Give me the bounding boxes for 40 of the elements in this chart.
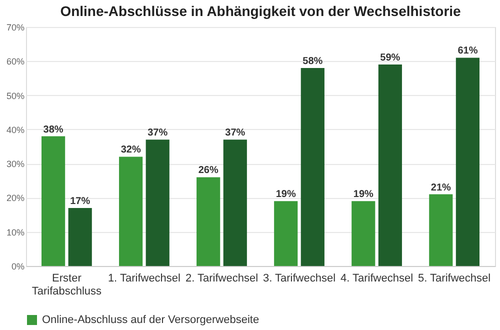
y-tick-label: 20% bbox=[6, 193, 24, 204]
x-tick-label: 3. Tarifwechsel bbox=[262, 272, 336, 284]
bar bbox=[429, 194, 453, 266]
bar bbox=[42, 136, 66, 266]
data-label: 26% bbox=[198, 165, 218, 176]
bar bbox=[223, 140, 247, 266]
bar bbox=[352, 201, 376, 266]
x-tick-label: Erster Tarifabschluss bbox=[32, 272, 102, 298]
data-label: 37% bbox=[225, 128, 246, 139]
bar bbox=[378, 64, 402, 266]
x-tick-label: 2. Tarifwechsel bbox=[185, 272, 258, 284]
bar bbox=[119, 156, 143, 266]
y-tick-label: 30% bbox=[6, 159, 24, 170]
x-tick-label: 4. Tarifwechsel bbox=[340, 272, 414, 284]
bar bbox=[274, 201, 298, 266]
bar bbox=[196, 177, 220, 266]
data-label: 61% bbox=[458, 46, 478, 57]
y-tick-label: 10% bbox=[6, 227, 24, 238]
data-label: 19% bbox=[353, 189, 374, 200]
chart-title: Online-Abschlüsse in Abhängigkeit von der Wechselhistorie bbox=[60, 3, 462, 19]
y-tick-label: 50% bbox=[6, 90, 24, 101]
bar bbox=[68, 208, 92, 266]
legend-label: Online-Abschluss auf der Versorgerwebseite bbox=[42, 314, 260, 326]
y-tick-label: 0% bbox=[11, 262, 24, 272]
data-label: 59% bbox=[380, 52, 400, 64]
data-label: 21% bbox=[430, 182, 452, 194]
data-label: 38% bbox=[43, 124, 64, 136]
bar bbox=[300, 68, 324, 266]
x-tick-label: 1. Tarifwechsel bbox=[108, 272, 180, 284]
data-label: 37% bbox=[148, 128, 168, 139]
y-tick-label: 40% bbox=[6, 124, 24, 135]
bar bbox=[456, 58, 480, 266]
y-tick-label: 60% bbox=[6, 56, 24, 67]
bar bbox=[146, 140, 170, 266]
x-tick-label: 5. Tarifwechsel bbox=[418, 272, 491, 284]
data-label: 19% bbox=[276, 189, 296, 200]
data-label: 58% bbox=[302, 56, 323, 67]
data-label: 17% bbox=[70, 196, 90, 207]
y-tick-label: 70% bbox=[6, 22, 24, 32]
data-label: 32% bbox=[120, 144, 141, 156]
